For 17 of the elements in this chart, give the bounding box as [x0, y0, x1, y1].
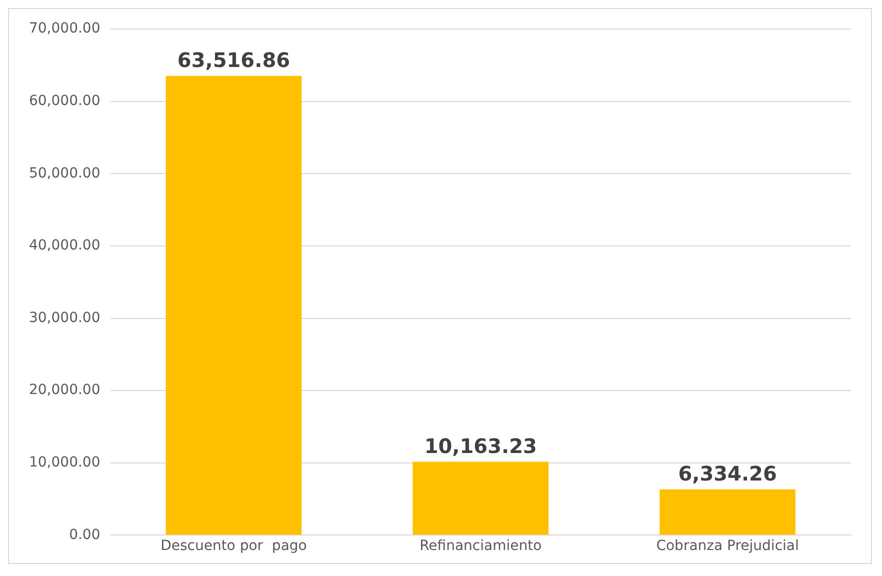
data-label: 63,516.86 [177, 48, 290, 72]
data-label: 10,163.23 [424, 434, 537, 458]
y-tick-label: 10,000.00 [28, 454, 100, 471]
bar [412, 462, 549, 535]
data-label: 6,334.26 [678, 462, 777, 486]
y-tick-label: 60,000.00 [28, 92, 100, 109]
y-tick-label: 70,000.00 [28, 20, 100, 37]
y-tick-label: 40,000.00 [28, 238, 100, 254]
y-tick-label: 0.00 [69, 526, 100, 543]
y-tick-label: 30,000.00 [28, 310, 100, 326]
x-tick-label: Descuento por pago [160, 538, 307, 554]
y-tick-label: 20,000.00 [28, 382, 100, 398]
y-tick-label: 50,000.00 [28, 165, 100, 182]
bar [660, 489, 796, 535]
x-tick-label: Cobranza Prejudicial [656, 538, 799, 554]
x-tick-label: Refinanciamiento [420, 538, 542, 554]
bar [166, 76, 302, 535]
